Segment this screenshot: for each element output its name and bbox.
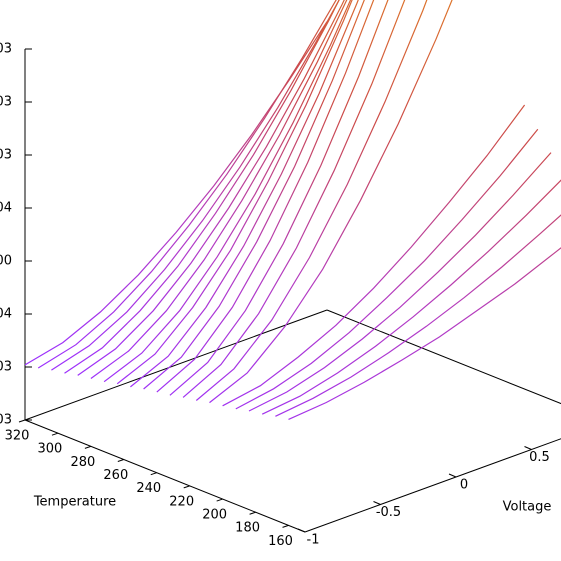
z-tick-label: 00 [0, 254, 12, 269]
y-tick [282, 524, 289, 528]
y-tick [249, 511, 256, 515]
y-tick [150, 472, 157, 476]
z-tick-label: 03 [0, 95, 12, 110]
y-tick-label: 260 [103, 468, 128, 483]
z-tick-label: 04 [0, 307, 12, 322]
curve [182, 0, 406, 398]
curve [77, 0, 345, 376]
y-tick-label: 200 [202, 508, 227, 523]
y-tick [117, 459, 124, 463]
curve [288, 247, 561, 420]
y-tick-label: 240 [136, 481, 161, 496]
curve [51, 0, 340, 371]
back-edge [24, 309, 328, 421]
y-tick-label: 220 [169, 494, 194, 509]
curve [261, 179, 561, 415]
y-tick-label: 160 [268, 534, 293, 549]
curve [209, 0, 453, 404]
y-tick [51, 432, 59, 436]
x-tick [524, 446, 532, 450]
curve [195, 0, 428, 401]
x-tick-label: -1 [307, 533, 320, 548]
y-axis [24, 419, 306, 533]
x-tick [373, 501, 381, 505]
y-tick-label: 180 [235, 521, 260, 536]
curve [156, 0, 375, 393]
y-tick [216, 498, 223, 502]
y-tick-label: 300 [38, 442, 63, 457]
curve [248, 152, 552, 412]
x-tick-label: -0.5 [376, 505, 401, 520]
x-tick [448, 473, 457, 478]
curve [103, 0, 352, 383]
curve [116, 0, 353, 385]
x-tick [297, 528, 306, 533]
y-tick [183, 485, 190, 489]
x-tick-label: 0 [460, 478, 468, 493]
curve [235, 128, 539, 410]
back-edge [326, 309, 561, 405]
x-axis-label: Voltage [503, 500, 552, 515]
curve [143, 0, 365, 390]
y-tick [18, 419, 26, 423]
curve [169, 0, 389, 396]
curve [64, 0, 340, 374]
y-axis-label: Temperature [33, 495, 116, 510]
curve [37, 0, 337, 369]
z-tick-label: 03 [0, 413, 12, 428]
curve [90, 0, 348, 379]
y-tick-label: 320 [5, 429, 30, 444]
z-tick-label: 03 [0, 360, 12, 375]
x-tick-label: 0.5 [529, 450, 550, 465]
curve [130, 0, 359, 388]
y-tick [84, 445, 92, 449]
x-axis [304, 438, 561, 533]
z-tick-label: 03 [0, 148, 12, 163]
z-tick-label: 03 [0, 42, 12, 57]
curve [275, 214, 561, 417]
z-tick-label: 04 [0, 201, 12, 216]
curve [222, 104, 526, 407]
y-tick-label: 280 [70, 455, 95, 470]
